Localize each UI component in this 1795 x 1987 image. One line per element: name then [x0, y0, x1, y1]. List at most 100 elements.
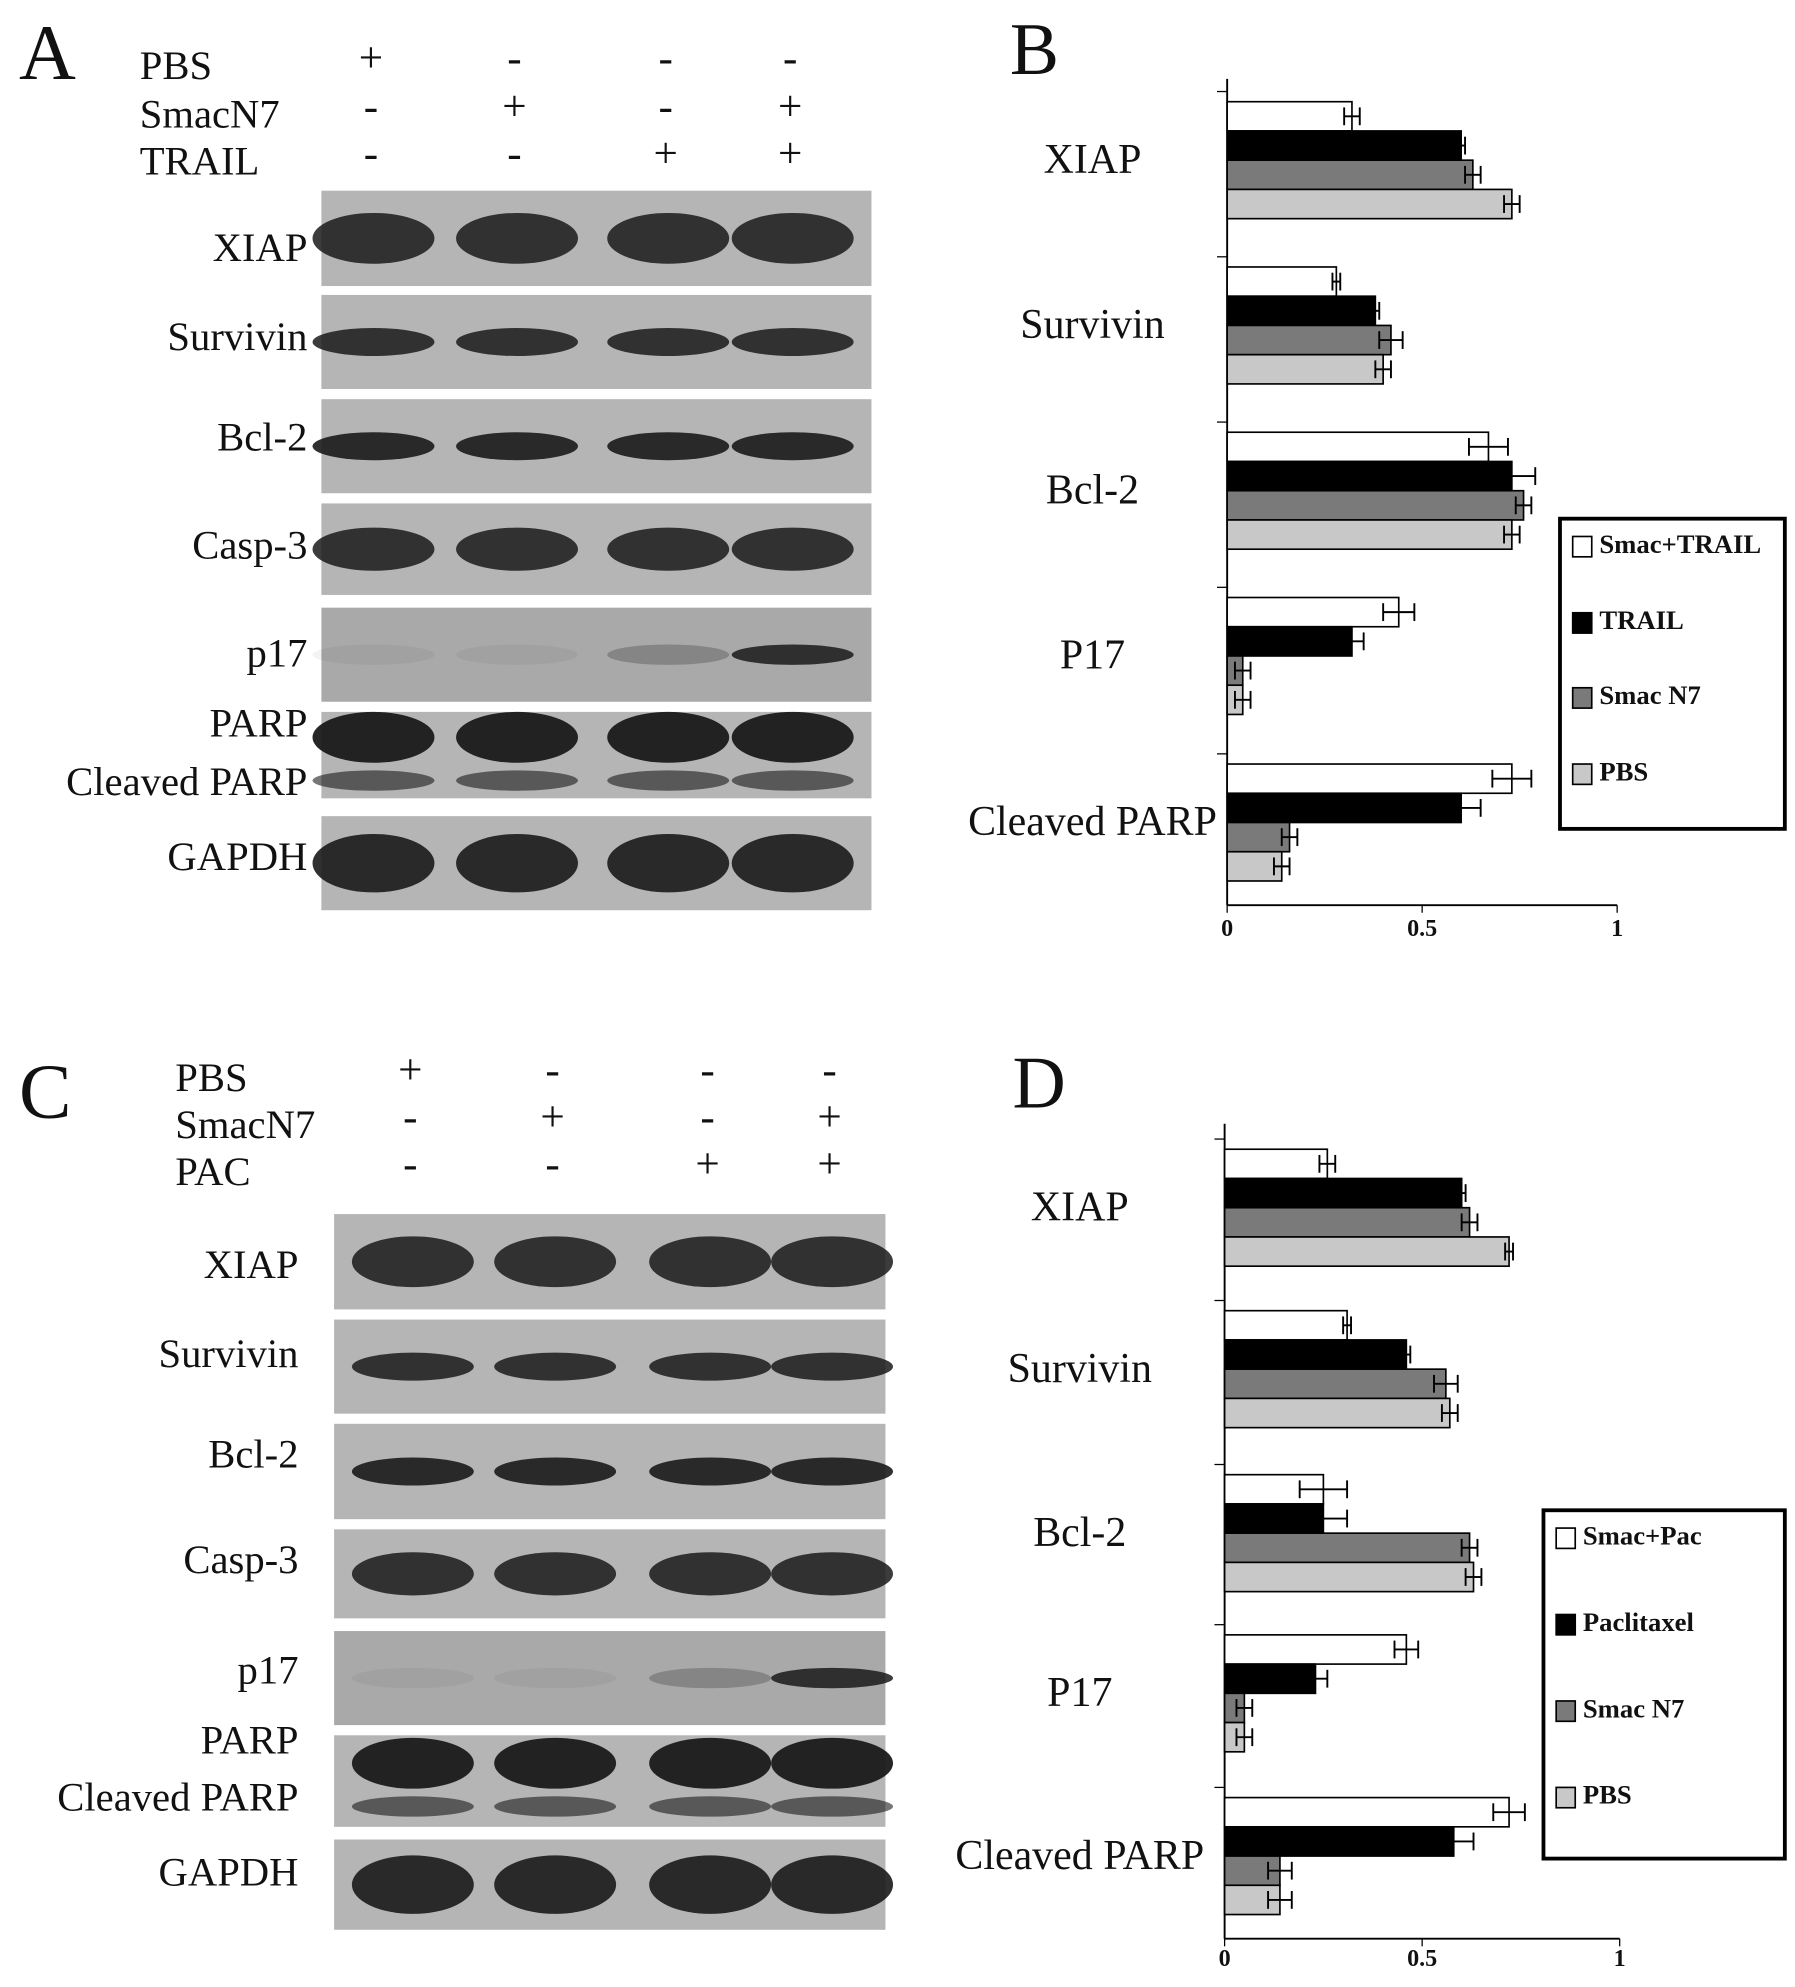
blot-band [351, 1352, 474, 1381]
blot-band [312, 711, 435, 763]
error-bar [1298, 1480, 1349, 1499]
band-label: PARP [201, 1718, 299, 1763]
error-bar [1467, 437, 1509, 456]
blot-band [494, 1552, 617, 1596]
blot-band [649, 1236, 772, 1288]
blot-band [351, 1457, 474, 1486]
blot-band [771, 1236, 894, 1288]
band-label: GAPDH [159, 1850, 299, 1895]
blot-band [494, 1796, 617, 1817]
category-label-box: P17 [1059, 633, 1126, 679]
category-label-box: Survivin [1020, 302, 1165, 349]
bar [1223, 1397, 1451, 1429]
bar [1223, 1148, 1329, 1180]
band-label: Cleaved PARP [66, 759, 307, 804]
blot-band [771, 1667, 894, 1689]
treatment-mark: + [398, 1047, 422, 1094]
error-bar [1504, 1242, 1514, 1261]
legend-swatch [1571, 535, 1593, 558]
error-bar [1440, 798, 1482, 817]
band-label: Cleaved PARP [57, 1775, 298, 1820]
bar [1223, 1561, 1475, 1593]
treatment-mark: + [778, 131, 802, 178]
x-tick-label: 0 [1221, 915, 1233, 942]
legend-swatch [1555, 1786, 1577, 1809]
treatment-label: PBS [140, 43, 212, 88]
bar [1226, 324, 1392, 356]
band-label: Survivin [159, 1331, 299, 1376]
treatment-mark: + [502, 83, 526, 130]
bar [1226, 763, 1513, 795]
band-label: p17 [246, 631, 307, 676]
blot-band [771, 1796, 894, 1817]
treatment-mark: - [545, 1047, 559, 1094]
band-label: p17 [238, 1648, 299, 1693]
blot-band [649, 1552, 772, 1596]
bar [1226, 821, 1291, 853]
blot-band [494, 1667, 617, 1689]
bar [1223, 1206, 1471, 1238]
treatment-label: SmacN7 [175, 1102, 315, 1147]
band-label: GAPDH [167, 834, 307, 879]
blot-band [456, 833, 579, 893]
legend-swatch [1571, 611, 1593, 634]
error-bar [1382, 603, 1416, 622]
bar [1226, 792, 1462, 824]
bar [1226, 431, 1490, 463]
treatment-mark: + [653, 131, 677, 178]
error-bar [1503, 525, 1521, 544]
treatment-mark: + [359, 35, 383, 82]
category-label-box: P17 [1047, 1670, 1112, 1716]
legend-box [1541, 1508, 1787, 1861]
blot-band [312, 644, 435, 665]
blot-band [771, 1352, 894, 1381]
blot-band [731, 327, 854, 356]
error-bar [1339, 632, 1365, 651]
bar [1226, 850, 1283, 882]
category-label-box: Survivin [1008, 1346, 1152, 1392]
blot-band [731, 432, 854, 461]
legend-label: PBS [1599, 756, 1648, 786]
legend-swatch [1555, 1613, 1577, 1636]
category-label: Survivin [1020, 302, 1165, 349]
category-label: Cleaved PARP [955, 1833, 1205, 1879]
blot-band [771, 1457, 894, 1486]
legend-swatch [1571, 763, 1593, 786]
blot-band [731, 833, 854, 893]
blot-band [456, 711, 579, 763]
error-bar [1487, 467, 1537, 485]
blot-band [351, 1796, 474, 1817]
bar [1223, 1796, 1510, 1828]
treatment-mark: - [658, 35, 672, 82]
bar [1226, 460, 1513, 492]
category-label-box: XIAP [1031, 1185, 1129, 1231]
error-bar [1234, 690, 1252, 709]
blot-band [312, 527, 435, 571]
treatment-mark: - [364, 83, 378, 130]
bar [1226, 100, 1353, 132]
treatment-mark: - [700, 1047, 714, 1094]
blot-band [771, 1737, 894, 1789]
treatment-mark: - [364, 131, 378, 178]
error-bar [1331, 272, 1342, 291]
treatment-mark: - [658, 83, 672, 130]
treatment-mark: - [783, 35, 797, 82]
blot-band [312, 212, 435, 264]
band-label: Casp-3 [192, 523, 307, 568]
error-bar [1370, 301, 1381, 320]
category-label: P17 [1059, 633, 1126, 679]
blot-band [312, 432, 435, 461]
bar [1226, 519, 1513, 551]
error-bar [1433, 1374, 1459, 1393]
blot-band [731, 711, 854, 763]
error-bar [1464, 165, 1482, 184]
category-label-box: Bcl-2 [1033, 1510, 1126, 1556]
blot-band [494, 1855, 617, 1914]
blot-band [607, 327, 730, 356]
legend-label: Paclitaxel [1583, 1607, 1694, 1637]
blot-band [649, 1457, 772, 1486]
x-tick-label: 1 [1611, 915, 1623, 942]
panel-label: C [19, 1049, 72, 1136]
